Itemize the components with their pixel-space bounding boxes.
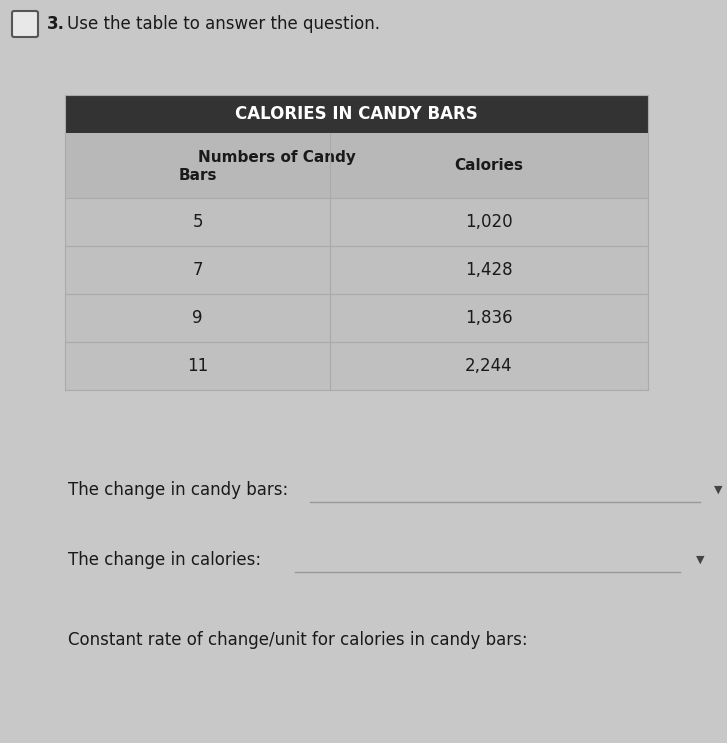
- Text: 1,020: 1,020: [465, 213, 513, 231]
- Bar: [65, 342, 330, 390]
- Bar: [330, 198, 648, 246]
- Bar: [65, 294, 330, 342]
- Bar: [65, 95, 648, 133]
- Text: The change in calories:: The change in calories:: [68, 551, 261, 569]
- Bar: [65, 246, 330, 294]
- Text: 2,244: 2,244: [465, 357, 513, 375]
- Text: 11: 11: [187, 357, 208, 375]
- Bar: [330, 342, 648, 390]
- Text: The change in candy bars:: The change in candy bars:: [68, 481, 288, 499]
- Text: Constant rate of change/unit for calories in candy bars:: Constant rate of change/unit for calorie…: [68, 631, 528, 649]
- Text: 5: 5: [192, 213, 203, 231]
- Text: Use the table to answer the question.: Use the table to answer the question.: [67, 15, 380, 33]
- Text: 1,428: 1,428: [465, 261, 513, 279]
- Bar: [65, 133, 648, 198]
- Text: CALORIES IN CANDY BARS: CALORIES IN CANDY BARS: [235, 105, 478, 123]
- Text: 3.: 3.: [47, 15, 65, 33]
- Text: ▼: ▼: [696, 555, 704, 565]
- Text: 7: 7: [192, 261, 203, 279]
- Text: ▼: ▼: [714, 485, 722, 495]
- Text: Numbers of Candy: Numbers of Candy: [198, 150, 356, 165]
- Text: Bars: Bars: [178, 168, 217, 183]
- Bar: [65, 198, 330, 246]
- Text: 9: 9: [192, 309, 203, 327]
- Bar: [330, 246, 648, 294]
- Text: Calories: Calories: [454, 158, 523, 173]
- Text: 1,836: 1,836: [465, 309, 513, 327]
- FancyBboxPatch shape: [12, 11, 38, 37]
- Bar: [330, 294, 648, 342]
